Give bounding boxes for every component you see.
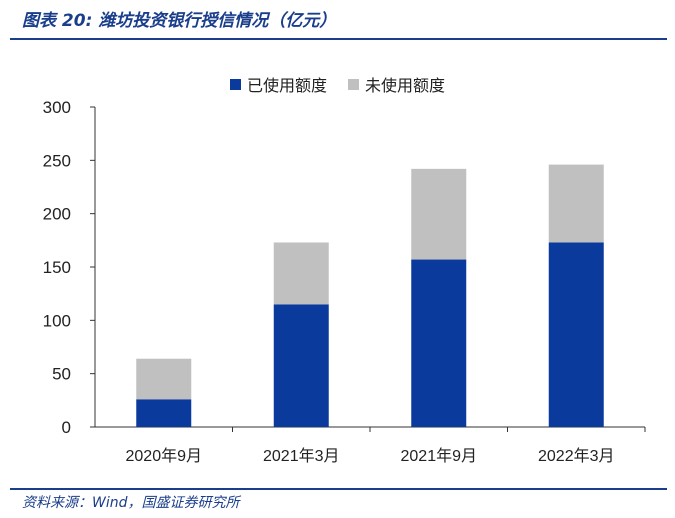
bar-used (548, 242, 604, 427)
source-rule (10, 488, 667, 490)
x-tick-label: 2021年3月 (263, 447, 340, 465)
legend-label-used: 已使用额度 (246, 76, 327, 95)
legend-item-used: 已使用额度 (229, 72, 327, 96)
legend: 已使用额度 未使用额度 (0, 72, 675, 96)
legend-item-unused: 未使用额度 (348, 72, 445, 96)
source-note: 资料来源：Wind，国盛证券研究所 (22, 495, 240, 511)
legend-swatch-used (229, 78, 241, 90)
bar-used (411, 259, 467, 427)
bar-unused (548, 164, 604, 243)
y-tick-label: 50 (52, 365, 71, 384)
y-tick-label: 0 (62, 418, 71, 437)
bar-unused (136, 358, 192, 400)
bar-unused (411, 168, 467, 260)
legend-label-unused: 未使用额度 (365, 76, 446, 95)
y-tick-label: 200 (43, 205, 71, 224)
x-tick-label: 2022年3月 (538, 447, 615, 465)
y-tick-label: 300 (43, 98, 71, 117)
bar-used (136, 399, 192, 427)
y-tick-label: 150 (43, 258, 71, 277)
bar-unused (273, 242, 329, 305)
bar-used (273, 304, 329, 427)
title-rule (10, 38, 667, 40)
chart-title: 图表 20: 潍坊投资银行授信情况（亿元） (22, 11, 337, 31)
legend-swatch-unused (348, 78, 360, 90)
y-tick-label: 250 (43, 151, 71, 170)
x-tick-label: 2021年9月 (401, 447, 478, 465)
x-tick-label: 2020年9月 (126, 447, 203, 465)
y-tick-label: 100 (43, 311, 71, 330)
